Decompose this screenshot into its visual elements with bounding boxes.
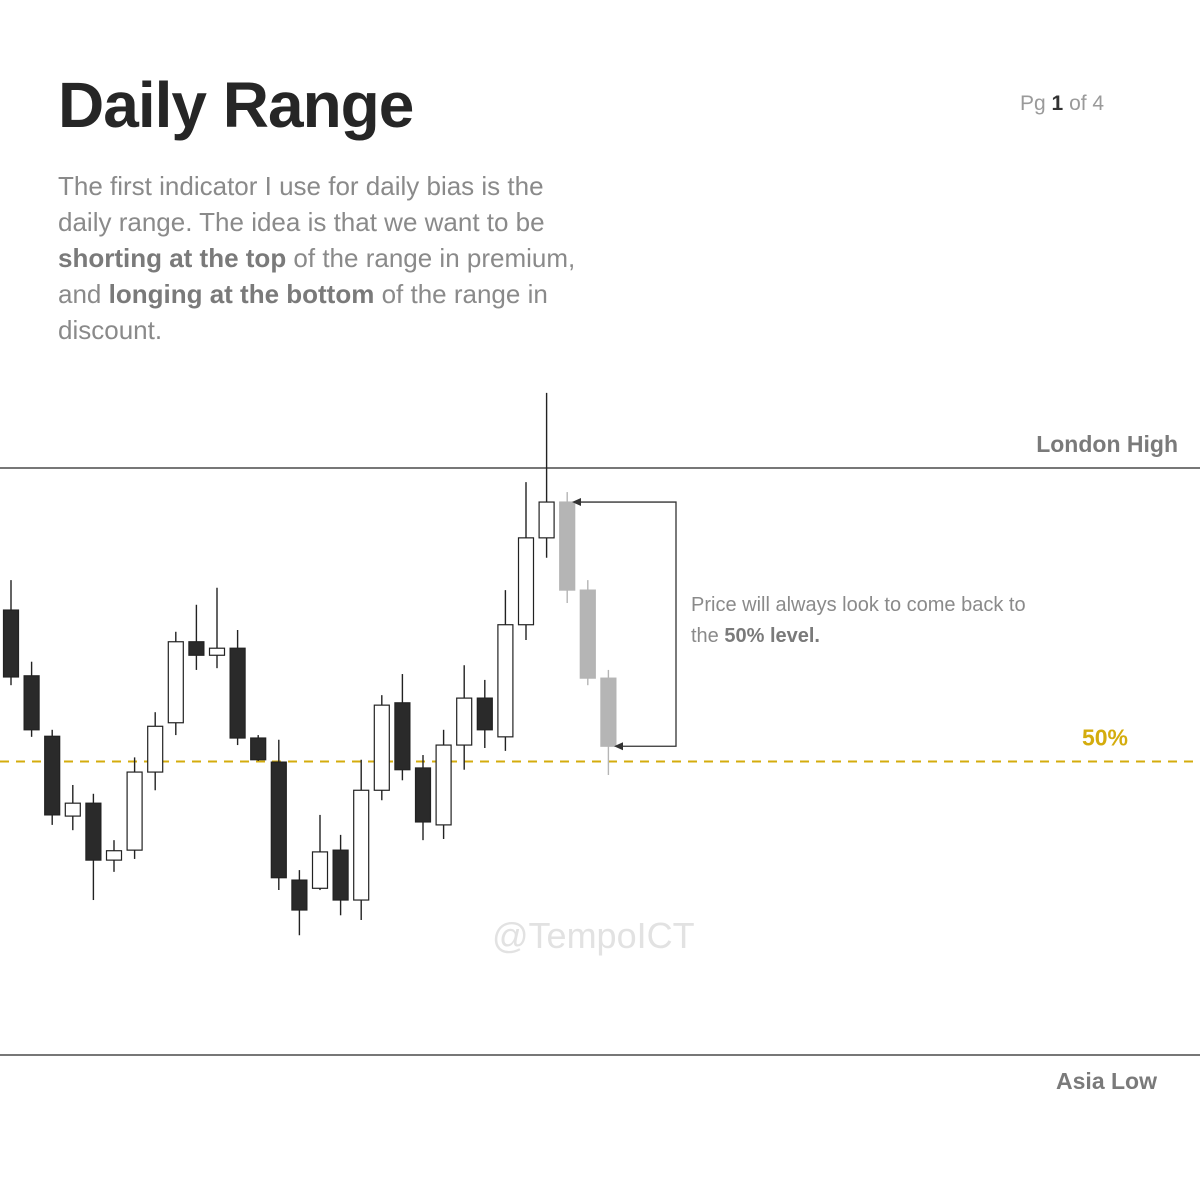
candle-body — [126, 771, 143, 851]
description: The first indicator I use for daily bias… — [58, 168, 588, 348]
candle-body — [497, 624, 514, 738]
level-label: 50% — [1082, 725, 1128, 751]
emphasis: shorting at the top — [58, 243, 287, 273]
candle-body — [208, 647, 226, 656]
page-number: 1 — [1051, 92, 1064, 115]
candle-body — [23, 675, 40, 731]
candle-body — [517, 537, 535, 626]
emphasis: 50% level. — [724, 625, 820, 647]
bracket — [580, 501, 677, 747]
candle-body — [538, 501, 555, 539]
text-segment: The first indicator I use for daily bias… — [58, 171, 545, 237]
candle-body — [373, 704, 390, 791]
candle-body — [2, 609, 20, 678]
text-segment: of the range in premium, and — [58, 243, 576, 309]
arrow-head — [614, 742, 623, 751]
candle-body — [394, 702, 411, 771]
candle-body — [167, 641, 184, 724]
candle-body — [188, 641, 205, 656]
candle-body — [600, 677, 617, 747]
level-label: London High — [1036, 431, 1178, 457]
page-prefix: Pg — [1020, 92, 1046, 115]
level-label: Asia Low — [1056, 1068, 1157, 1094]
arrow-head — [572, 498, 581, 507]
candle-body — [456, 697, 473, 746]
page-indicator: Pg 1 of 4 — [1020, 92, 1104, 116]
candle-body — [291, 879, 308, 911]
candle-body — [270, 761, 287, 879]
candle-body — [85, 802, 102, 861]
title: Daily Range — [58, 69, 414, 141]
candle-body — [414, 767, 432, 823]
candle-body — [64, 802, 81, 817]
text-segment: of the range in discount. — [58, 279, 548, 345]
watermark: @TempoICT — [492, 915, 695, 956]
candle-body — [250, 737, 267, 761]
candle-body — [229, 647, 246, 739]
candle-body — [435, 744, 452, 826]
candle-body — [311, 851, 329, 889]
candle-body — [559, 501, 576, 591]
text-segment: Price will always look to come back to t… — [691, 594, 1026, 647]
candle-body — [353, 789, 370, 901]
candle-body — [476, 697, 493, 731]
emphasis: longing at the bottom — [108, 279, 375, 309]
page-suffix: of 4 — [1069, 92, 1105, 115]
annotation: Price will always look to come back to t… — [691, 590, 1031, 652]
candle-body — [44, 735, 61, 816]
candle-body — [147, 725, 164, 773]
candle-body — [579, 589, 596, 679]
candle-body — [332, 849, 349, 901]
candle-body — [105, 850, 123, 861]
